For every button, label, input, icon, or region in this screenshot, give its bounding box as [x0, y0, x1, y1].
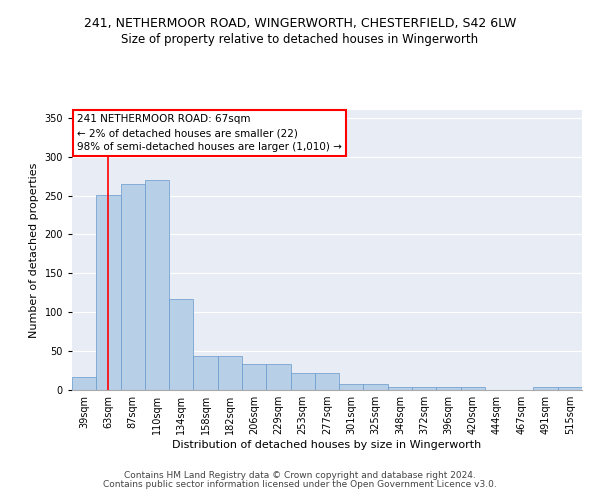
Bar [436, 387, 461, 390]
Bar [169, 299, 193, 390]
Text: 241, NETHERMOOR ROAD, WINGERWORTH, CHESTERFIELD, S42 6LW: 241, NETHERMOOR ROAD, WINGERWORTH, CHEST… [84, 18, 516, 30]
Text: Contains public sector information licensed under the Open Government Licence v3: Contains public sector information licen… [103, 480, 497, 489]
Bar [121, 184, 145, 390]
Bar [145, 180, 169, 390]
Bar [461, 387, 485, 390]
Bar [193, 356, 218, 390]
Bar [412, 387, 436, 390]
Text: Contains HM Land Registry data © Crown copyright and database right 2024.: Contains HM Land Registry data © Crown c… [124, 471, 476, 480]
Text: Size of property relative to detached houses in Wingerworth: Size of property relative to detached ho… [121, 32, 479, 46]
Bar [315, 373, 339, 390]
Bar [72, 377, 96, 390]
Bar [218, 356, 242, 390]
Bar [339, 384, 364, 390]
Bar [266, 364, 290, 390]
Bar [558, 387, 582, 390]
Bar [290, 373, 315, 390]
Bar [242, 364, 266, 390]
Bar [96, 195, 121, 390]
Text: 241 NETHERMOOR ROAD: 67sqm
← 2% of detached houses are smaller (22)
98% of semi-: 241 NETHERMOOR ROAD: 67sqm ← 2% of detac… [77, 114, 342, 152]
Y-axis label: Number of detached properties: Number of detached properties [29, 162, 39, 338]
Bar [533, 387, 558, 390]
Bar [364, 384, 388, 390]
Bar [388, 387, 412, 390]
X-axis label: Distribution of detached houses by size in Wingerworth: Distribution of detached houses by size … [172, 440, 482, 450]
